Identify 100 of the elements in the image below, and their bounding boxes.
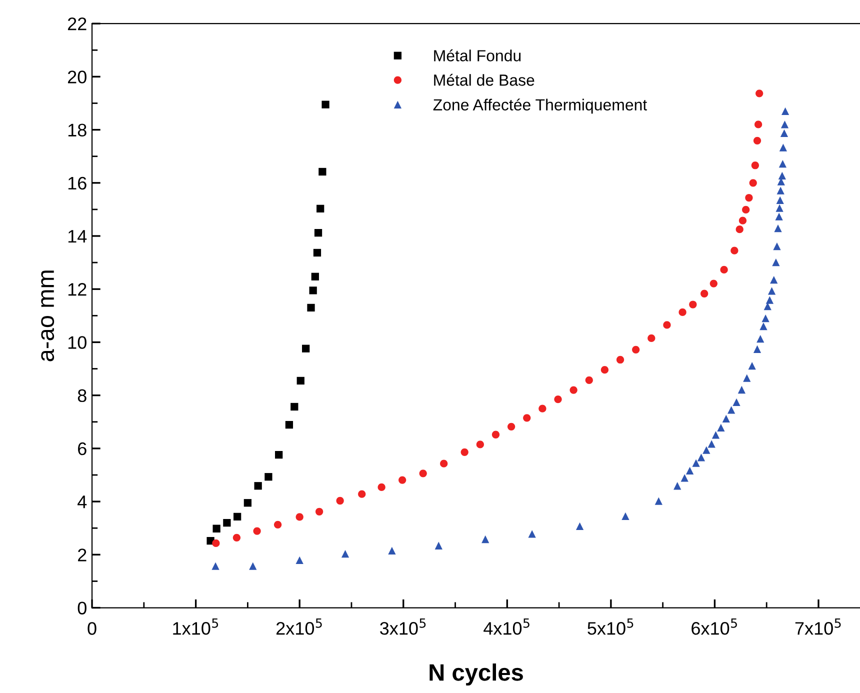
point bbox=[254, 482, 262, 490]
point bbox=[302, 344, 310, 352]
point bbox=[460, 448, 468, 456]
x-tick-label: 2x10$^{5}$ bbox=[276, 618, 322, 635]
point bbox=[730, 246, 738, 254]
x-tick-label: 4x10$^{5}$ bbox=[484, 618, 530, 635]
point bbox=[708, 440, 716, 448]
point bbox=[732, 398, 740, 406]
point bbox=[780, 120, 789, 128]
point bbox=[776, 186, 784, 194]
point bbox=[743, 374, 751, 382]
point bbox=[622, 512, 630, 520]
y-tick-label: 2 bbox=[78, 548, 86, 562]
point bbox=[776, 204, 784, 212]
point bbox=[316, 204, 324, 212]
x-tick-label: 7x10$^{5}$ bbox=[795, 618, 841, 635]
point bbox=[296, 376, 304, 385]
point bbox=[754, 120, 762, 128]
point bbox=[570, 386, 578, 394]
y-tick-label: 10 bbox=[68, 336, 86, 349]
y-tick-label: 16 bbox=[68, 176, 86, 190]
point bbox=[674, 482, 682, 490]
point bbox=[378, 483, 386, 492]
point bbox=[779, 144, 788, 152]
point bbox=[244, 499, 252, 507]
point bbox=[275, 450, 283, 459]
point bbox=[296, 513, 304, 521]
point bbox=[680, 474, 688, 482]
point bbox=[648, 334, 656, 342]
y-tick-label: 20 bbox=[68, 70, 86, 84]
point bbox=[264, 473, 272, 481]
point bbox=[663, 321, 671, 329]
point bbox=[753, 345, 762, 353]
point bbox=[249, 562, 257, 570]
point bbox=[314, 228, 322, 237]
point bbox=[702, 446, 710, 454]
point bbox=[770, 276, 778, 284]
point bbox=[736, 226, 744, 234]
point bbox=[632, 346, 640, 354]
point bbox=[307, 304, 315, 312]
point bbox=[778, 172, 786, 180]
x-tick-label: 5x10$^{5}$ bbox=[588, 618, 634, 635]
point bbox=[686, 466, 694, 475]
point bbox=[419, 470, 427, 478]
point bbox=[318, 168, 326, 176]
point bbox=[223, 518, 231, 527]
x-tick-label: 3x10$^{5}$ bbox=[380, 618, 426, 635]
y-tick-label: 12 bbox=[68, 283, 86, 296]
y-tick-label: 18 bbox=[68, 124, 86, 136]
point bbox=[212, 524, 220, 532]
point bbox=[748, 362, 756, 370]
point bbox=[336, 496, 344, 505]
point bbox=[766, 296, 774, 304]
y-tick-label: 8 bbox=[78, 389, 86, 402]
point bbox=[358, 490, 366, 498]
point bbox=[212, 562, 220, 570]
legend-label: Métal de Base bbox=[434, 74, 534, 86]
point bbox=[600, 366, 609, 374]
point bbox=[576, 522, 584, 530]
legend-label: Zone Affectée Thermiquement bbox=[433, 98, 648, 114]
point bbox=[616, 356, 624, 364]
point bbox=[697, 454, 706, 462]
y-axis-title: a-ao mm bbox=[41, 270, 54, 362]
point bbox=[775, 212, 783, 220]
point bbox=[678, 308, 686, 316]
point bbox=[712, 431, 720, 439]
point bbox=[745, 194, 753, 202]
point bbox=[341, 550, 350, 558]
point bbox=[780, 129, 788, 138]
x-tick-label: 6x10$^{5}$ bbox=[692, 618, 737, 635]
point bbox=[778, 160, 787, 168]
point bbox=[717, 424, 725, 432]
point bbox=[233, 512, 242, 520]
point bbox=[742, 206, 750, 214]
x-axis-title: N cycles bbox=[430, 663, 523, 686]
point bbox=[398, 476, 406, 484]
point bbox=[756, 90, 764, 98]
point bbox=[774, 224, 782, 232]
point bbox=[482, 535, 490, 544]
y-tick-label: 0 bbox=[78, 602, 86, 614]
point bbox=[776, 196, 784, 204]
y-tick-label: 14 bbox=[68, 230, 87, 243]
point bbox=[507, 422, 516, 430]
point bbox=[212, 539, 220, 548]
point bbox=[434, 542, 442, 550]
point bbox=[313, 248, 322, 257]
legend-label: Métal Fondu bbox=[434, 49, 521, 62]
point bbox=[296, 556, 304, 564]
point bbox=[309, 286, 317, 294]
point bbox=[692, 459, 700, 467]
y-tick-label: 4 bbox=[78, 496, 87, 508]
point bbox=[654, 497, 662, 505]
point bbox=[232, 534, 241, 542]
point bbox=[756, 334, 764, 343]
point bbox=[585, 376, 593, 384]
point bbox=[700, 290, 708, 298]
point bbox=[315, 508, 324, 516]
point bbox=[285, 420, 294, 429]
point bbox=[538, 404, 546, 412]
point bbox=[274, 520, 282, 528]
